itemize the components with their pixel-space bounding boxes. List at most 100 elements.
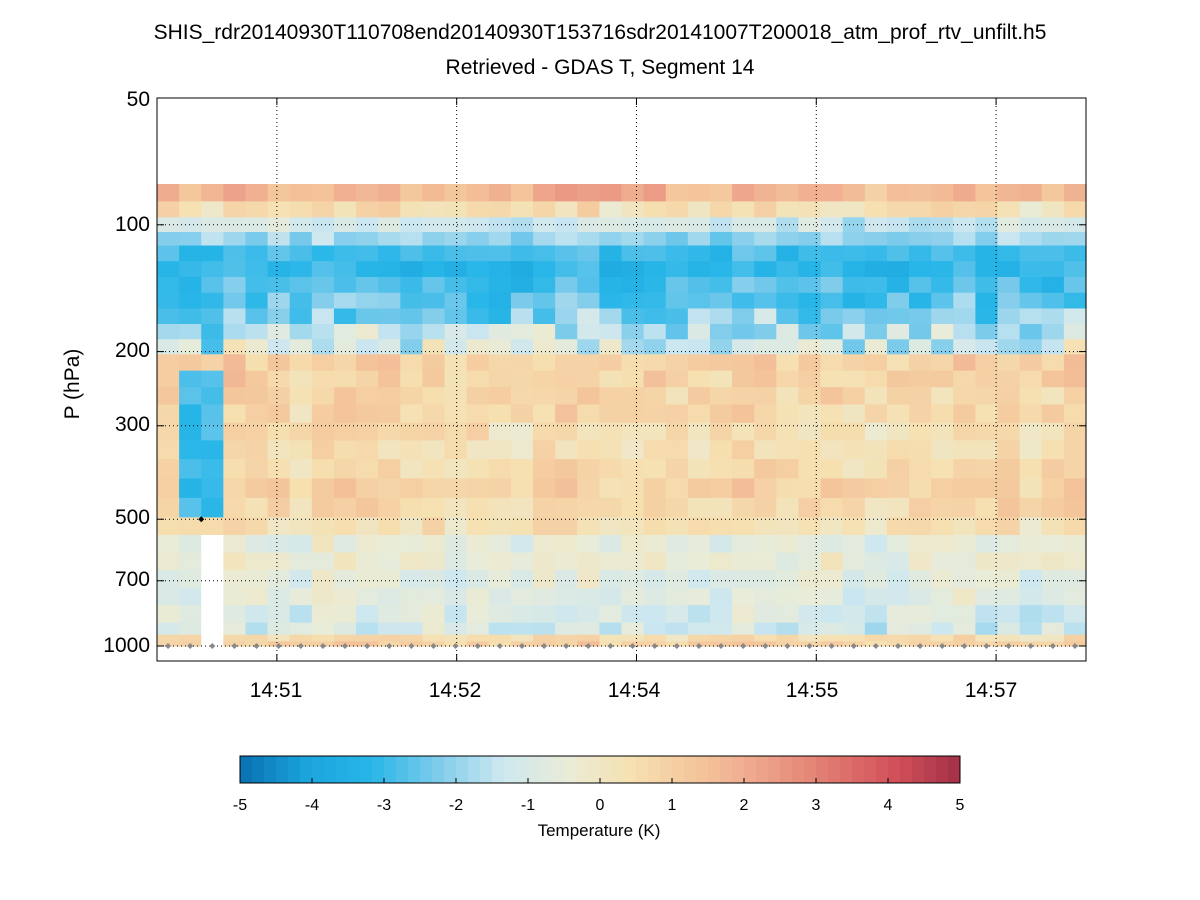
heatmap-cell [311, 404, 335, 424]
heatmap-cell [289, 370, 313, 388]
heatmap-cell [820, 261, 844, 278]
heatmap-cell [157, 478, 180, 499]
colorbar-segment [456, 756, 469, 783]
heatmap-cell [488, 201, 512, 218]
heatmap-cell [621, 339, 645, 355]
heatmap-cell [709, 497, 733, 518]
heatmap-cell [555, 201, 578, 218]
heatmap-cell [333, 261, 357, 278]
heatmap-cell [555, 308, 578, 325]
heatmap-cell [201, 231, 224, 247]
heatmap-cell [599, 634, 623, 642]
heatmap-cell [754, 588, 777, 606]
heatmap-cell [510, 292, 534, 310]
surface-marker [629, 643, 636, 649]
heatmap-cell [842, 517, 866, 536]
heatmap-cell [245, 440, 269, 460]
heatmap-cell [820, 308, 844, 325]
heatmap-cell [201, 552, 224, 571]
heatmap-cell [1041, 478, 1065, 499]
heatmap-cell [510, 404, 534, 424]
heatmap-cell [798, 370, 822, 388]
heatmap-cell [1041, 404, 1065, 424]
heatmap-cell [643, 261, 667, 278]
heatmap-cell [776, 422, 800, 442]
heatmap-cell [466, 339, 490, 355]
heatmap-cell [356, 459, 379, 479]
heatmap-cell [776, 569, 800, 590]
colorbar-segment [672, 756, 685, 783]
heatmap-cell [599, 534, 623, 554]
heatmap-cell [953, 622, 977, 636]
heatmap-cell [444, 634, 468, 642]
heatmap-cell [356, 308, 379, 325]
heatmap-cell [1019, 370, 1043, 388]
heatmap-cell [157, 183, 180, 203]
heatmap-cell [886, 605, 910, 624]
colorbar-segment [912, 756, 925, 783]
colorbar-segment [324, 756, 337, 783]
heatmap-cell [732, 634, 755, 642]
colorbar-segment [936, 756, 949, 783]
heatmap-cell [466, 217, 490, 233]
heatmap-cell [444, 231, 468, 247]
heatmap-cell [555, 324, 578, 340]
heatmap-cell [732, 552, 755, 571]
heatmap-cell [488, 569, 512, 590]
heatmap-cell [555, 622, 578, 636]
heatmap-cell [267, 217, 291, 233]
heatmap-cell [577, 217, 600, 233]
heatmap-cell [223, 324, 247, 340]
heatmap-cell [886, 308, 910, 325]
heatmap-cell [754, 276, 777, 294]
heatmap-cell [931, 622, 954, 636]
heatmap-cell [909, 276, 932, 294]
heatmap-cell [356, 292, 379, 310]
heatmap-cell [975, 370, 999, 388]
surface-marker [806, 643, 813, 649]
heatmap-cell [1041, 588, 1065, 606]
heatmap-cell [687, 245, 711, 262]
heatmap-cell [709, 324, 733, 340]
heatmap-cell [754, 634, 777, 642]
heatmap-cell [289, 308, 313, 325]
colorbar-tick-label-3: 3 [811, 797, 821, 814]
heatmap-cell [488, 276, 512, 294]
heatmap-cell [201, 534, 224, 554]
heatmap-cell [599, 339, 623, 355]
heatmap-cell [665, 370, 689, 388]
heatmap-cell [975, 324, 999, 340]
heatmap-cell [864, 387, 888, 406]
heatmap-cell [201, 569, 224, 590]
heatmap-cell [555, 517, 578, 536]
heatmap-cell [400, 404, 424, 424]
heatmap-cell [488, 459, 512, 479]
heatmap-cell [886, 261, 910, 278]
heatmap-cell [267, 276, 291, 294]
heatmap-cell [776, 459, 800, 479]
heatmap-cell [510, 308, 534, 325]
heatmap-cell [864, 245, 888, 262]
heatmap-cell [533, 634, 556, 642]
heatmap-cell [333, 440, 357, 460]
heatmap-cell [687, 404, 711, 424]
heatmap-cell [356, 422, 379, 442]
heatmap-cell [223, 276, 247, 294]
heatmap-cell [510, 183, 534, 203]
heatmap-cell [179, 324, 202, 340]
heatmap-cell [997, 404, 1021, 424]
heatmap-cell [400, 308, 424, 325]
heatmap-cell [400, 459, 424, 479]
heatmap-cell [1019, 478, 1043, 499]
heatmap-cell [864, 497, 888, 518]
heatmap-cell [510, 324, 534, 340]
heatmap-cell [665, 201, 689, 218]
heatmap-cell [533, 588, 556, 606]
heatmap-cell [577, 422, 600, 442]
heatmap-cell [621, 245, 645, 262]
heatmap-cell [665, 276, 689, 294]
heatmap-cell [223, 517, 247, 536]
surface-marker [585, 643, 592, 649]
heatmap-cell [201, 459, 224, 479]
heatmap-cell [466, 404, 490, 424]
